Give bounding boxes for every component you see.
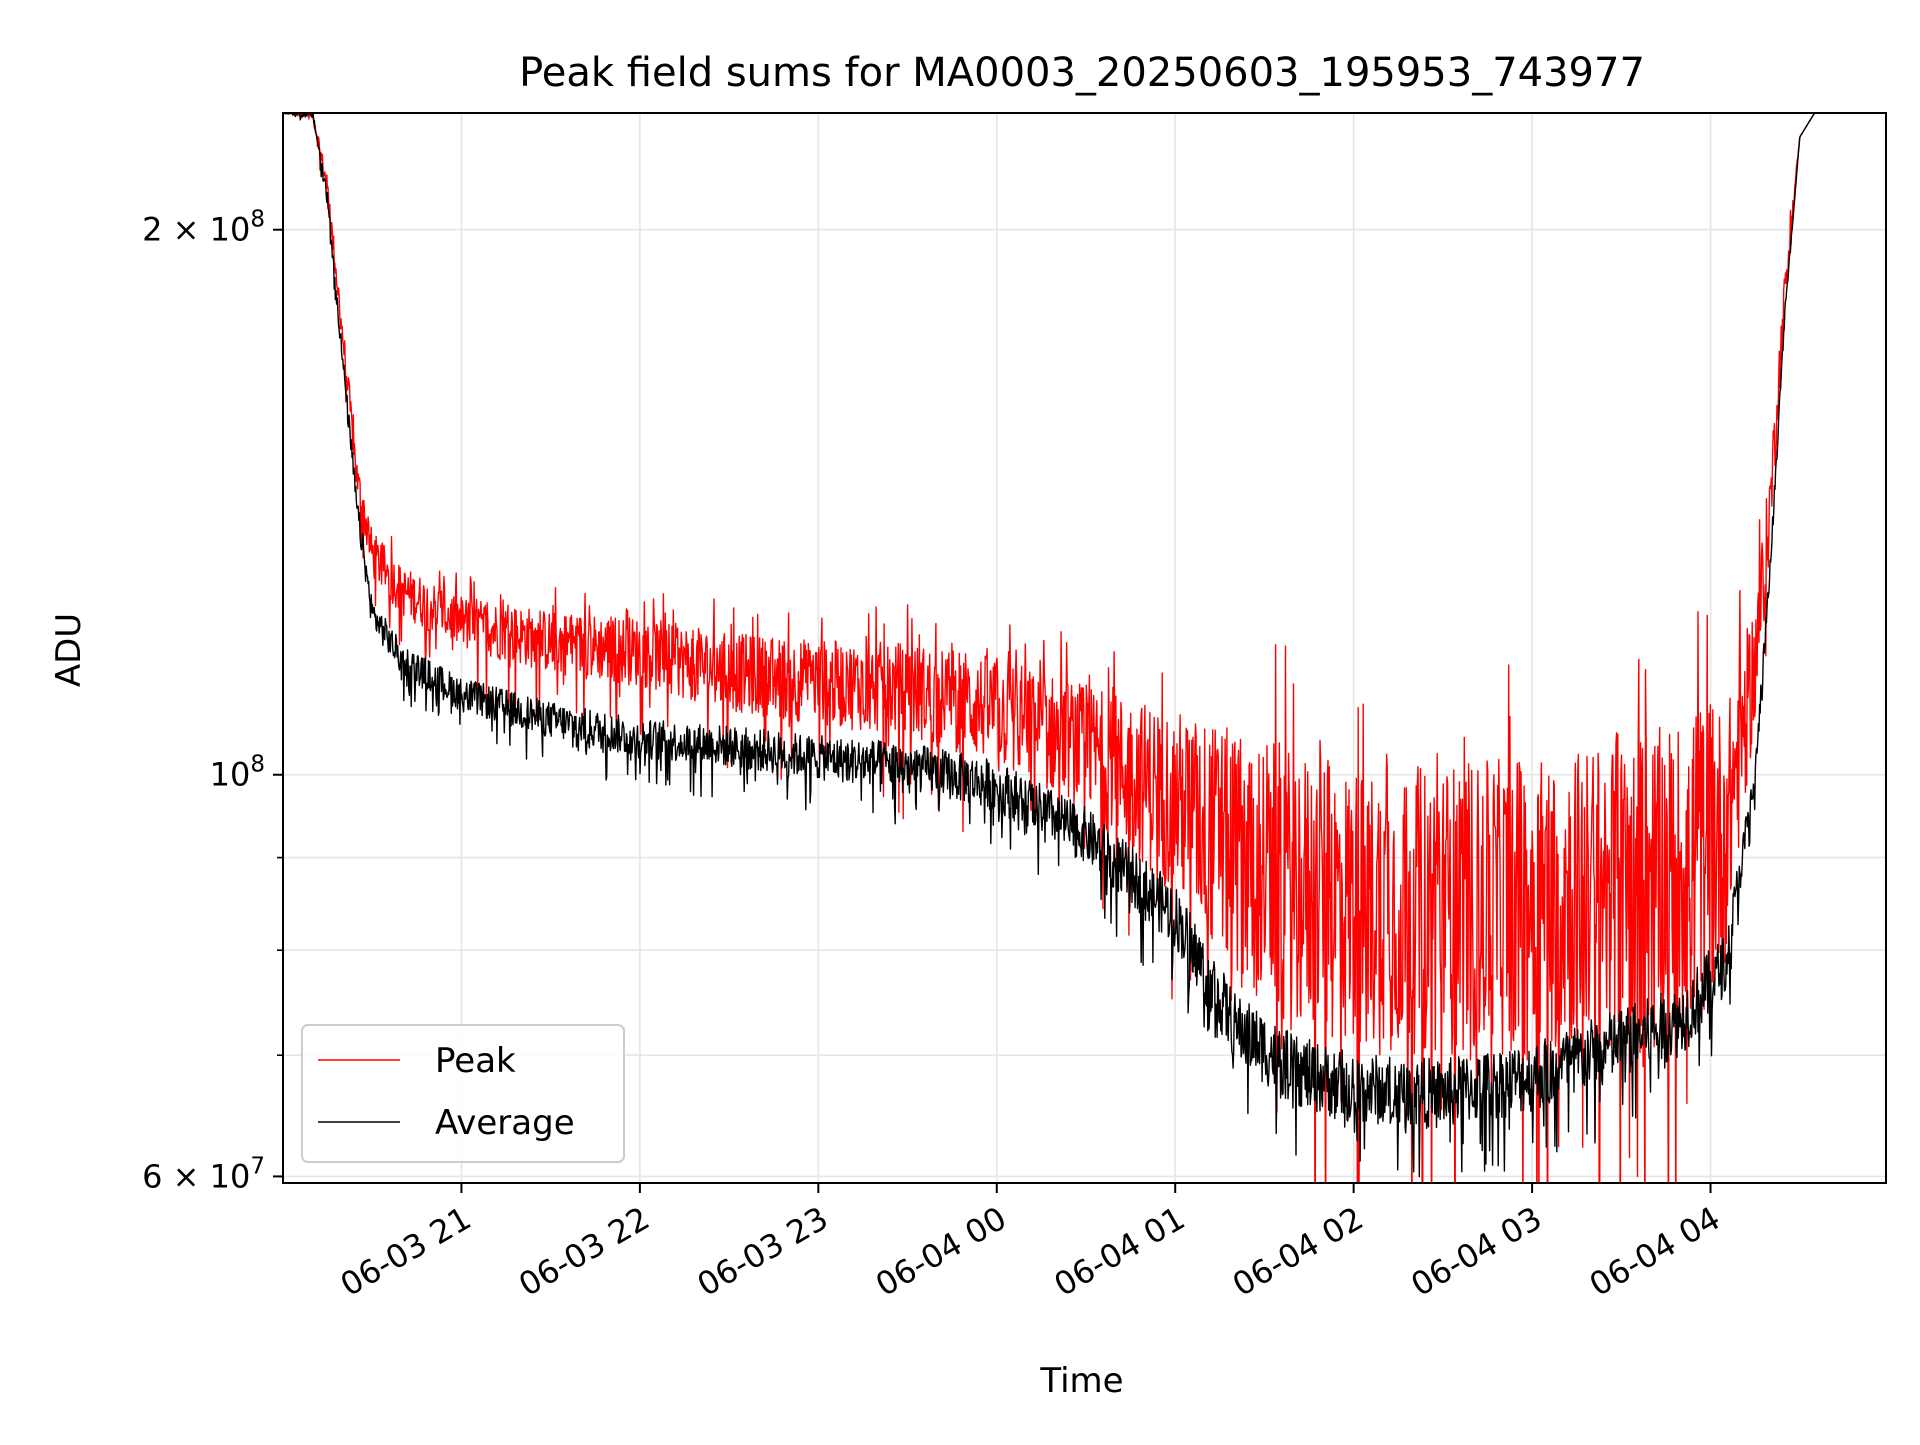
y-tick-base: 10 [210, 756, 251, 794]
legend: Peak Average [301, 1024, 625, 1163]
series-line-average [283, 113, 1886, 1178]
legend-label-peak: Peak [435, 1041, 516, 1081]
y-tick-mantissa: 2 × [142, 211, 210, 249]
series-line-peak [283, 113, 1886, 1183]
plot-frame [282, 112, 1887, 1184]
y-tick-exponent: 8 [250, 752, 265, 778]
y-tick-exponent: 8 [250, 207, 265, 233]
y-tick-label: 108 [210, 752, 265, 794]
x-axis-label: Time [1039, 1361, 1123, 1401]
y-tick-mantissa: 6 × [142, 1157, 210, 1195]
y-tick-label: 2 × 108 [142, 207, 265, 249]
chart-title: Peak field sums for MA0003_20250603_1959… [519, 50, 1645, 96]
legend-label-average: Average [435, 1103, 575, 1143]
y-tick-exponent: 7 [250, 1153, 265, 1179]
y-tick-base: 10 [210, 211, 251, 249]
y-axis-label: ADU [49, 613, 89, 687]
y-tick-base: 10 [210, 1157, 251, 1195]
series-layer [283, 113, 1886, 1183]
y-tick-label: 6 × 107 [142, 1153, 265, 1195]
